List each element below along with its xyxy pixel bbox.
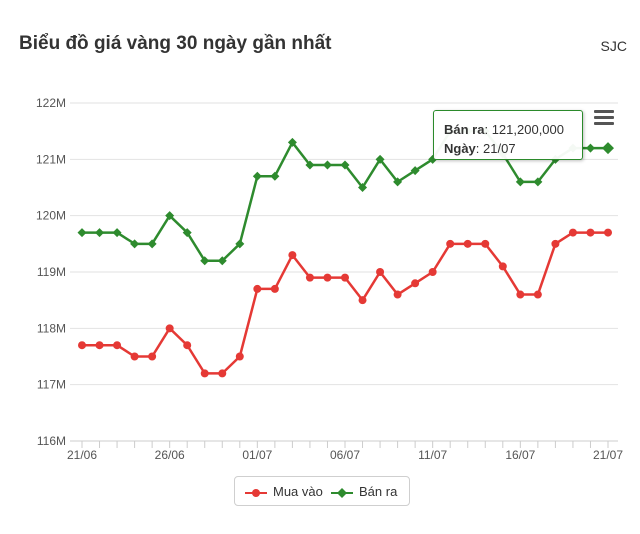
- y-tick-label: 116M: [37, 434, 66, 448]
- legend-sell-label: Bán ra: [359, 484, 398, 499]
- x-tick-label: 26/06: [155, 448, 185, 462]
- chart-title: Biểu đồ giá vàng 30 ngày gần nhất: [19, 33, 332, 54]
- data-point: [375, 154, 385, 164]
- data-point: [270, 171, 280, 181]
- legend-sell-marker: [331, 487, 353, 498]
- tooltip-date: 21/07: [483, 141, 516, 156]
- data-point: [533, 290, 542, 299]
- data-point: [393, 290, 402, 299]
- data-point: [376, 268, 385, 276]
- data-point: [393, 177, 403, 187]
- data-point: [112, 228, 122, 238]
- data-point: [77, 228, 87, 238]
- data-point: [341, 273, 349, 282]
- tooltip-date-row: Ngày: 21/07: [444, 141, 516, 156]
- data-point: [481, 239, 490, 248]
- data-point: [288, 251, 297, 260]
- data-point: [604, 228, 612, 237]
- y-tick-label: 121M: [36, 152, 66, 166]
- data-point: [235, 352, 244, 361]
- data-point: [165, 211, 175, 221]
- data-point: [411, 279, 420, 288]
- menu-bar: [594, 122, 614, 125]
- data-point: [323, 273, 332, 282]
- data-point: [78, 341, 86, 350]
- series-ban-ra: [77, 126, 614, 266]
- y-tick-label: 118M: [37, 321, 66, 335]
- x-tick-label: 16/07: [505, 448, 535, 462]
- chart-legend: Mua vào Bán ra: [234, 476, 410, 506]
- menu-bar: [594, 116, 614, 119]
- x-tick-label: 01/07: [242, 448, 272, 462]
- data-point: [551, 239, 560, 248]
- data-point: [95, 341, 104, 350]
- data-point: [340, 160, 350, 170]
- legend-item-sell[interactable]: Bán ra: [331, 484, 397, 499]
- tooltip-value: 121,200,000: [491, 122, 564, 137]
- brand-label: SJC: [600, 38, 627, 54]
- data-point: [253, 284, 262, 293]
- data-point: [200, 256, 210, 266]
- series-layer: [77, 126, 614, 378]
- legend-buy-marker: [245, 488, 267, 497]
- data-point: [148, 352, 157, 361]
- data-point: [113, 341, 122, 350]
- x-tick-label: 21/07: [593, 448, 623, 462]
- data-point: [463, 239, 472, 248]
- data-point: [287, 137, 297, 147]
- data-point: [183, 341, 192, 350]
- x-tick-label: 06/07: [330, 448, 360, 462]
- tooltip-value-row: Bán ra: 121,200,000: [444, 122, 564, 137]
- chart-menu-icon[interactable]: [594, 110, 614, 126]
- y-tick-label: 122M: [36, 96, 66, 110]
- data-point: [217, 256, 227, 266]
- tooltip-series-label: Bán ra: [444, 122, 485, 137]
- data-point: [95, 228, 105, 238]
- data-point: [446, 239, 455, 248]
- data-point: [305, 273, 314, 282]
- legend-item-buy[interactable]: Mua vào: [245, 484, 323, 499]
- y-tick-label: 117M: [37, 378, 66, 392]
- data-point: [322, 160, 332, 170]
- data-point: [182, 228, 192, 238]
- legend-buy-label: Mua vào: [273, 484, 323, 499]
- data-point: [516, 290, 525, 299]
- data-point: [235, 239, 245, 249]
- data-point: [130, 239, 140, 249]
- y-axis: 116M 117M 118M 119M 120M 121M 122M: [36, 96, 66, 448]
- data-point: [270, 284, 279, 293]
- y-tick-label: 120M: [36, 209, 66, 223]
- grid-lines: [70, 102, 618, 442]
- data-point: [498, 262, 507, 271]
- data-point: [585, 143, 595, 153]
- data-point: [568, 228, 577, 237]
- data-point: [147, 239, 157, 249]
- y-tick-label: 119M: [37, 265, 66, 279]
- x-tick-label: 21/06: [67, 448, 97, 462]
- data-point: [165, 324, 174, 333]
- tooltip-date-label: Ngày: [444, 141, 476, 156]
- menu-bar: [594, 110, 614, 113]
- data-point: [218, 369, 227, 378]
- data-point: [305, 160, 315, 170]
- data-point: [586, 228, 595, 237]
- x-axis: 21/06 26/06 01/07 06/07 11/07 16/07 21/07: [67, 441, 623, 462]
- series-line: [82, 231, 608, 375]
- data-point: [252, 171, 262, 181]
- series-mua-vao: [78, 228, 612, 378]
- data-point: [602, 142, 614, 155]
- data-point: [515, 177, 525, 187]
- data-point: [428, 268, 437, 276]
- data-point: [200, 369, 209, 378]
- chart-tooltip: Bán ra: 121,200,000 Ngày: 21/07: [433, 110, 583, 160]
- data-point: [358, 296, 367, 305]
- data-point: [533, 177, 543, 187]
- data-point: [410, 166, 420, 176]
- x-tick-label: 11/07: [418, 448, 447, 462]
- data-point: [130, 352, 139, 361]
- data-point: [358, 183, 368, 192]
